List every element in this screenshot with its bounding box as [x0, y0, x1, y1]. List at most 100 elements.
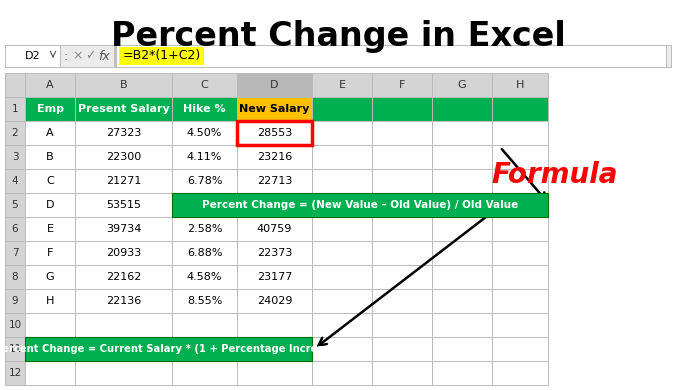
- Bar: [172, 193, 548, 217]
- Bar: [25, 193, 75, 217]
- Text: ×: ×: [73, 50, 83, 62]
- Bar: [372, 241, 432, 265]
- Text: 40759: 40759: [257, 224, 292, 234]
- Bar: [25, 361, 75, 385]
- Bar: [492, 145, 548, 169]
- Text: 5: 5: [11, 200, 18, 210]
- Text: Percent Change = (New Value – Old Value) / Old Value: Percent Change = (New Value – Old Value)…: [202, 200, 518, 210]
- Bar: [372, 73, 432, 97]
- Text: 22136: 22136: [106, 296, 141, 306]
- Bar: [372, 97, 432, 121]
- Bar: [492, 289, 548, 313]
- Bar: [172, 73, 237, 97]
- Text: 4.11%: 4.11%: [187, 152, 222, 162]
- Bar: [172, 145, 237, 169]
- Text: B: B: [120, 80, 127, 90]
- Bar: [75, 193, 172, 217]
- Bar: [172, 313, 237, 337]
- Bar: [312, 337, 372, 361]
- Bar: [312, 73, 372, 97]
- Bar: [116, 45, 666, 67]
- Bar: [237, 169, 312, 193]
- Bar: [492, 97, 548, 121]
- Bar: [172, 289, 237, 313]
- Text: A: A: [46, 80, 54, 90]
- Text: C: C: [46, 176, 54, 186]
- Bar: [114, 45, 115, 67]
- Text: 7: 7: [11, 248, 18, 258]
- Text: 2: 2: [11, 128, 18, 138]
- Text: 8: 8: [11, 272, 18, 282]
- Bar: [312, 97, 372, 121]
- Bar: [432, 97, 492, 121]
- Bar: [172, 361, 237, 385]
- Text: 21271: 21271: [106, 176, 141, 186]
- Text: 3: 3: [11, 152, 18, 162]
- Bar: [25, 265, 75, 289]
- Text: 27323: 27323: [106, 128, 141, 138]
- Text: Emp: Emp: [37, 104, 64, 114]
- Bar: [25, 241, 75, 265]
- Bar: [75, 217, 172, 241]
- Bar: [372, 121, 432, 145]
- Bar: [432, 361, 492, 385]
- Bar: [432, 241, 492, 265]
- Bar: [492, 265, 548, 289]
- Text: G: G: [46, 272, 54, 282]
- Bar: [5, 265, 25, 289]
- Text: C: C: [201, 80, 208, 90]
- Text: B: B: [46, 152, 54, 162]
- Text: 23177: 23177: [257, 272, 292, 282]
- Text: D: D: [46, 200, 54, 210]
- Bar: [312, 313, 372, 337]
- Bar: [432, 265, 492, 289]
- Text: G: G: [458, 80, 466, 90]
- Bar: [25, 145, 75, 169]
- Text: 28553: 28553: [257, 128, 292, 138]
- Bar: [312, 121, 372, 145]
- Bar: [312, 361, 372, 385]
- Bar: [372, 265, 432, 289]
- Bar: [492, 241, 548, 265]
- Bar: [5, 193, 25, 217]
- Text: E: E: [47, 224, 53, 234]
- Bar: [237, 217, 312, 241]
- Bar: [237, 313, 312, 337]
- Bar: [237, 289, 312, 313]
- Text: 4.50%: 4.50%: [187, 128, 222, 138]
- Bar: [25, 73, 75, 97]
- Text: 22373: 22373: [257, 248, 292, 258]
- Bar: [5, 121, 25, 145]
- Bar: [75, 145, 172, 169]
- Text: fx: fx: [98, 50, 110, 62]
- Text: 4: 4: [11, 176, 18, 186]
- Bar: [172, 97, 237, 121]
- Bar: [5, 289, 25, 313]
- Bar: [25, 121, 75, 145]
- Text: F: F: [399, 80, 405, 90]
- Bar: [5, 169, 25, 193]
- Bar: [25, 313, 75, 337]
- Text: 24029: 24029: [257, 296, 292, 306]
- Bar: [5, 45, 671, 67]
- Bar: [237, 73, 312, 97]
- Bar: [312, 169, 372, 193]
- Text: 6.88%: 6.88%: [187, 248, 222, 258]
- Text: 22162: 22162: [106, 272, 141, 282]
- Bar: [75, 121, 172, 145]
- Text: Formula: Formula: [491, 161, 619, 189]
- Text: H: H: [46, 296, 54, 306]
- Text: Percent Change = Current Salary * (1 + Percentage Increase): Percent Change = Current Salary * (1 + P…: [0, 344, 341, 354]
- Bar: [372, 313, 432, 337]
- Text: F: F: [47, 248, 53, 258]
- Bar: [492, 73, 548, 97]
- Bar: [237, 337, 312, 361]
- Bar: [432, 73, 492, 97]
- Bar: [5, 145, 25, 169]
- Bar: [312, 145, 372, 169]
- Bar: [492, 217, 548, 241]
- Bar: [432, 337, 492, 361]
- Bar: [432, 145, 492, 169]
- Text: 10: 10: [8, 320, 22, 330]
- Bar: [172, 337, 237, 361]
